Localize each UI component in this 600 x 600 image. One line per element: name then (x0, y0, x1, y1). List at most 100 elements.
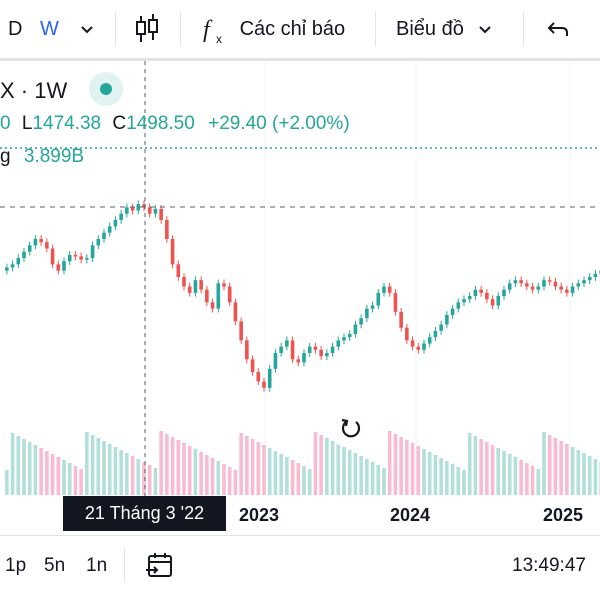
candle-body (325, 353, 329, 357)
candle-body (79, 256, 83, 260)
toolbar-divider (523, 12, 524, 46)
volume-bar (216, 461, 221, 495)
volume-bar (250, 439, 255, 495)
market-open-dot (100, 83, 112, 95)
candle-body (576, 283, 581, 287)
interval-d-button[interactable]: D (8, 18, 23, 40)
interval-dropdown[interactable] (78, 14, 96, 53)
chart-type-button[interactable]: Biểu đồ (396, 14, 495, 44)
candle-body (336, 340, 341, 347)
volume-bar (22, 439, 26, 495)
volume-bar (479, 439, 483, 495)
candle-body (427, 337, 432, 344)
candle-body (559, 286, 563, 290)
volume-bar (279, 454, 283, 495)
volume-bar (547, 435, 552, 495)
go-to-date-button[interactable] (145, 550, 175, 585)
volume-bar (107, 444, 112, 495)
volume-bar (319, 435, 323, 495)
volume-bar (593, 459, 598, 495)
volume-bar (153, 468, 158, 495)
volume-bar (416, 446, 421, 495)
candle-body (39, 239, 43, 243)
candle-body (513, 280, 518, 284)
range-5n-button[interactable]: 5n (44, 555, 66, 576)
candle-body (5, 267, 9, 271)
candle-body (67, 254, 72, 262)
candle-body (485, 292, 489, 300)
candle-body (90, 245, 95, 258)
toolbar-divider (375, 12, 376, 46)
volume-bar (187, 446, 192, 495)
volume-bar (342, 447, 346, 495)
volume-bar (67, 463, 72, 495)
candle-body (582, 280, 586, 284)
volume-bar (393, 434, 398, 495)
volume-bar (102, 441, 106, 495)
low-value: 1474.38 (32, 113, 102, 134)
indicators-button[interactable]: f x Các chỉ báo (200, 14, 345, 46)
candle-body (250, 359, 255, 372)
candle-body (130, 207, 135, 211)
range-1p-button[interactable]: 1p (5, 555, 27, 576)
candles-style-button[interactable] (134, 12, 160, 55)
candle-body (530, 286, 535, 290)
candle-body (473, 289, 478, 296)
market-status[interactable] (89, 72, 123, 106)
volume-bar (5, 470, 9, 495)
candle-body (125, 207, 129, 214)
candle-body (365, 308, 369, 319)
undo-button[interactable] (545, 14, 571, 53)
price-chart[interactable] (0, 61, 600, 496)
volume-bar (519, 460, 523, 495)
candle-body (393, 292, 398, 312)
candle-body (22, 251, 26, 258)
candle-body (410, 340, 415, 347)
candle-body (382, 286, 386, 293)
candle-body (502, 289, 506, 296)
candle-body (296, 359, 301, 363)
candle-body (387, 286, 392, 293)
candle-body (199, 280, 203, 290)
candle-body (165, 220, 169, 239)
volume-bar (62, 460, 66, 495)
candle-body (553, 281, 558, 287)
volume-bar (559, 441, 563, 495)
candle-body (222, 283, 226, 287)
candle-body (210, 302, 215, 309)
candle-body (193, 280, 198, 293)
volume-bar (16, 436, 21, 495)
range-1n-button[interactable]: 1n (86, 555, 108, 576)
volume-bar (382, 468, 386, 495)
volume-bar (325, 438, 329, 495)
volume-bar (245, 436, 249, 495)
volume-bar (496, 448, 501, 495)
candle-body (467, 296, 472, 300)
candle-body (462, 299, 466, 303)
calendar-arrow-icon (146, 553, 172, 577)
volume-bar (525, 463, 529, 495)
volume-bar (376, 465, 381, 495)
candle-body (256, 372, 261, 382)
candle-body (587, 277, 592, 281)
volume-bar (365, 459, 369, 495)
candle-body (542, 280, 546, 287)
low-label: L (21, 113, 33, 134)
volume-bar (456, 467, 461, 495)
volume-bar (262, 445, 266, 495)
candle-body (56, 264, 61, 271)
chart-type-label: Biểu đồ (396, 18, 464, 40)
candle-body (170, 239, 175, 265)
volume-bar (302, 466, 306, 495)
chart-toolbar: D W f x Các chỉ báo Biểu đồ (0, 0, 600, 58)
volume-bar (530, 466, 535, 495)
undo-icon (547, 22, 568, 36)
volume-bar (170, 437, 175, 495)
interval-w-button[interactable]: W (40, 18, 59, 40)
volume-bar (222, 464, 226, 495)
candle-body (307, 346, 312, 353)
reset-chart-button[interactable] (334, 411, 368, 445)
volume-bar (485, 442, 489, 495)
volume-bar (10, 433, 15, 495)
candle-body (399, 311, 403, 328)
